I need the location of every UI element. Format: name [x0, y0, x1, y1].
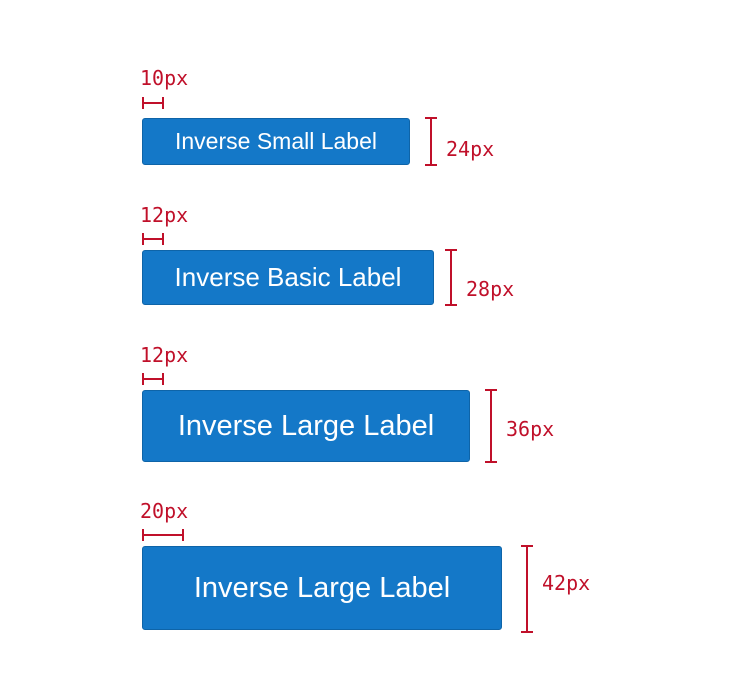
padding-bracket — [142, 97, 184, 541]
label-button[interactable]: Inverse Small Label — [142, 118, 410, 165]
label-button[interactable]: Inverse Large Label — [142, 546, 502, 630]
height-label: 36px — [506, 417, 555, 441]
padding-label: 20px — [140, 499, 189, 523]
height-label: 28px — [466, 277, 515, 301]
padding-label: 10px — [140, 66, 189, 90]
padding-label: 12px — [140, 343, 189, 367]
height-label: 42px — [542, 571, 591, 595]
padding-label: 12px — [140, 203, 189, 227]
height-label: 24px — [446, 137, 495, 161]
height-bracket — [425, 117, 533, 633]
label-button[interactable]: Inverse Large Label — [142, 390, 470, 462]
label-button[interactable]: Inverse Basic Label — [142, 250, 434, 305]
